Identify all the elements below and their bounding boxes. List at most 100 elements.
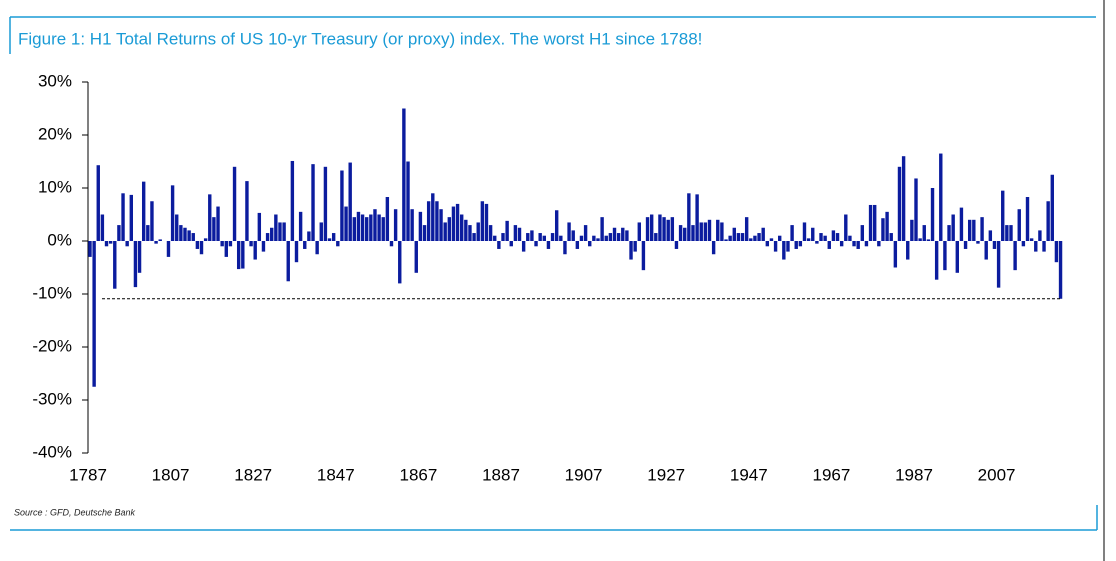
x-tick-label: 1947 (730, 465, 768, 484)
bar (1017, 209, 1021, 241)
bar (972, 219, 976, 241)
bar (711, 241, 716, 255)
bar (104, 241, 109, 247)
bar (493, 235, 497, 241)
bar (583, 225, 588, 241)
bar (352, 217, 357, 241)
bar (1013, 241, 1017, 271)
bar (802, 222, 807, 241)
bar (943, 241, 947, 271)
bar (773, 241, 778, 252)
bar (414, 241, 418, 273)
bar (154, 241, 158, 244)
bar (571, 230, 575, 241)
bar (377, 214, 381, 241)
bar (753, 235, 757, 241)
bar (1038, 230, 1042, 241)
bar (319, 222, 323, 241)
bar (476, 222, 480, 241)
source: Source : GFD, Deutsche Bank (14, 507, 136, 517)
bar (393, 209, 398, 241)
bar (1021, 241, 1026, 247)
bar (703, 222, 708, 241)
bar (864, 241, 869, 247)
bar (108, 241, 113, 244)
bar (806, 238, 811, 241)
bar (294, 241, 299, 263)
bar (782, 241, 786, 260)
bar (303, 241, 307, 249)
bar (897, 166, 902, 241)
x-tick-label: 1967 (812, 465, 850, 484)
bar (311, 164, 315, 241)
bar (654, 233, 658, 241)
bar (947, 225, 951, 241)
bar (930, 188, 935, 241)
bar (926, 239, 931, 241)
bar (236, 241, 241, 270)
bar (208, 194, 212, 241)
bar (939, 153, 943, 241)
bar (398, 241, 402, 284)
y-tick-label: -10% (32, 283, 72, 302)
bar (716, 219, 720, 241)
bar (988, 230, 993, 241)
bar (955, 241, 959, 273)
bar (596, 238, 600, 241)
bar (831, 230, 836, 241)
bar (649, 214, 654, 241)
bar (910, 219, 914, 241)
y-tick-label: 20% (38, 124, 72, 143)
bar (92, 241, 96, 387)
bar (497, 241, 501, 249)
bar (365, 217, 369, 241)
bar (158, 239, 162, 241)
bar (1009, 225, 1013, 241)
bar (166, 241, 171, 257)
bar (183, 227, 187, 241)
bar (455, 203, 460, 241)
bar (521, 241, 526, 252)
x-tick-label: 1887 (482, 465, 520, 484)
bar (740, 233, 745, 241)
bar (307, 231, 311, 241)
bar (286, 241, 290, 282)
bar (625, 230, 629, 241)
bar (249, 241, 253, 247)
bar (778, 235, 782, 241)
bar (918, 238, 922, 241)
bar (616, 233, 621, 241)
bar (191, 233, 195, 241)
bar (967, 219, 972, 241)
bar (179, 225, 183, 241)
bar (1046, 201, 1050, 241)
bar (369, 214, 373, 241)
bar (765, 241, 770, 247)
bar (823, 235, 827, 241)
x-tick-label: 1867 (399, 465, 437, 484)
bar (695, 194, 699, 241)
bar (621, 227, 625, 241)
bar (728, 235, 732, 241)
bar (484, 203, 489, 241)
y-tick-label: 10% (38, 177, 72, 196)
bar (431, 193, 435, 241)
bar (835, 233, 840, 241)
bar (889, 233, 893, 241)
bar (146, 225, 150, 241)
bar (798, 241, 803, 247)
bar (736, 233, 741, 241)
bar (877, 241, 881, 247)
bar (641, 241, 646, 271)
bar (488, 225, 493, 241)
y-tick-label: -20% (32, 336, 72, 355)
bar (88, 241, 92, 257)
bar (873, 204, 877, 241)
bar (265, 233, 270, 241)
x-tick-label: 1987 (895, 465, 933, 484)
bar (794, 241, 798, 249)
bar (901, 156, 906, 241)
bar (811, 227, 815, 241)
bar (637, 222, 641, 241)
